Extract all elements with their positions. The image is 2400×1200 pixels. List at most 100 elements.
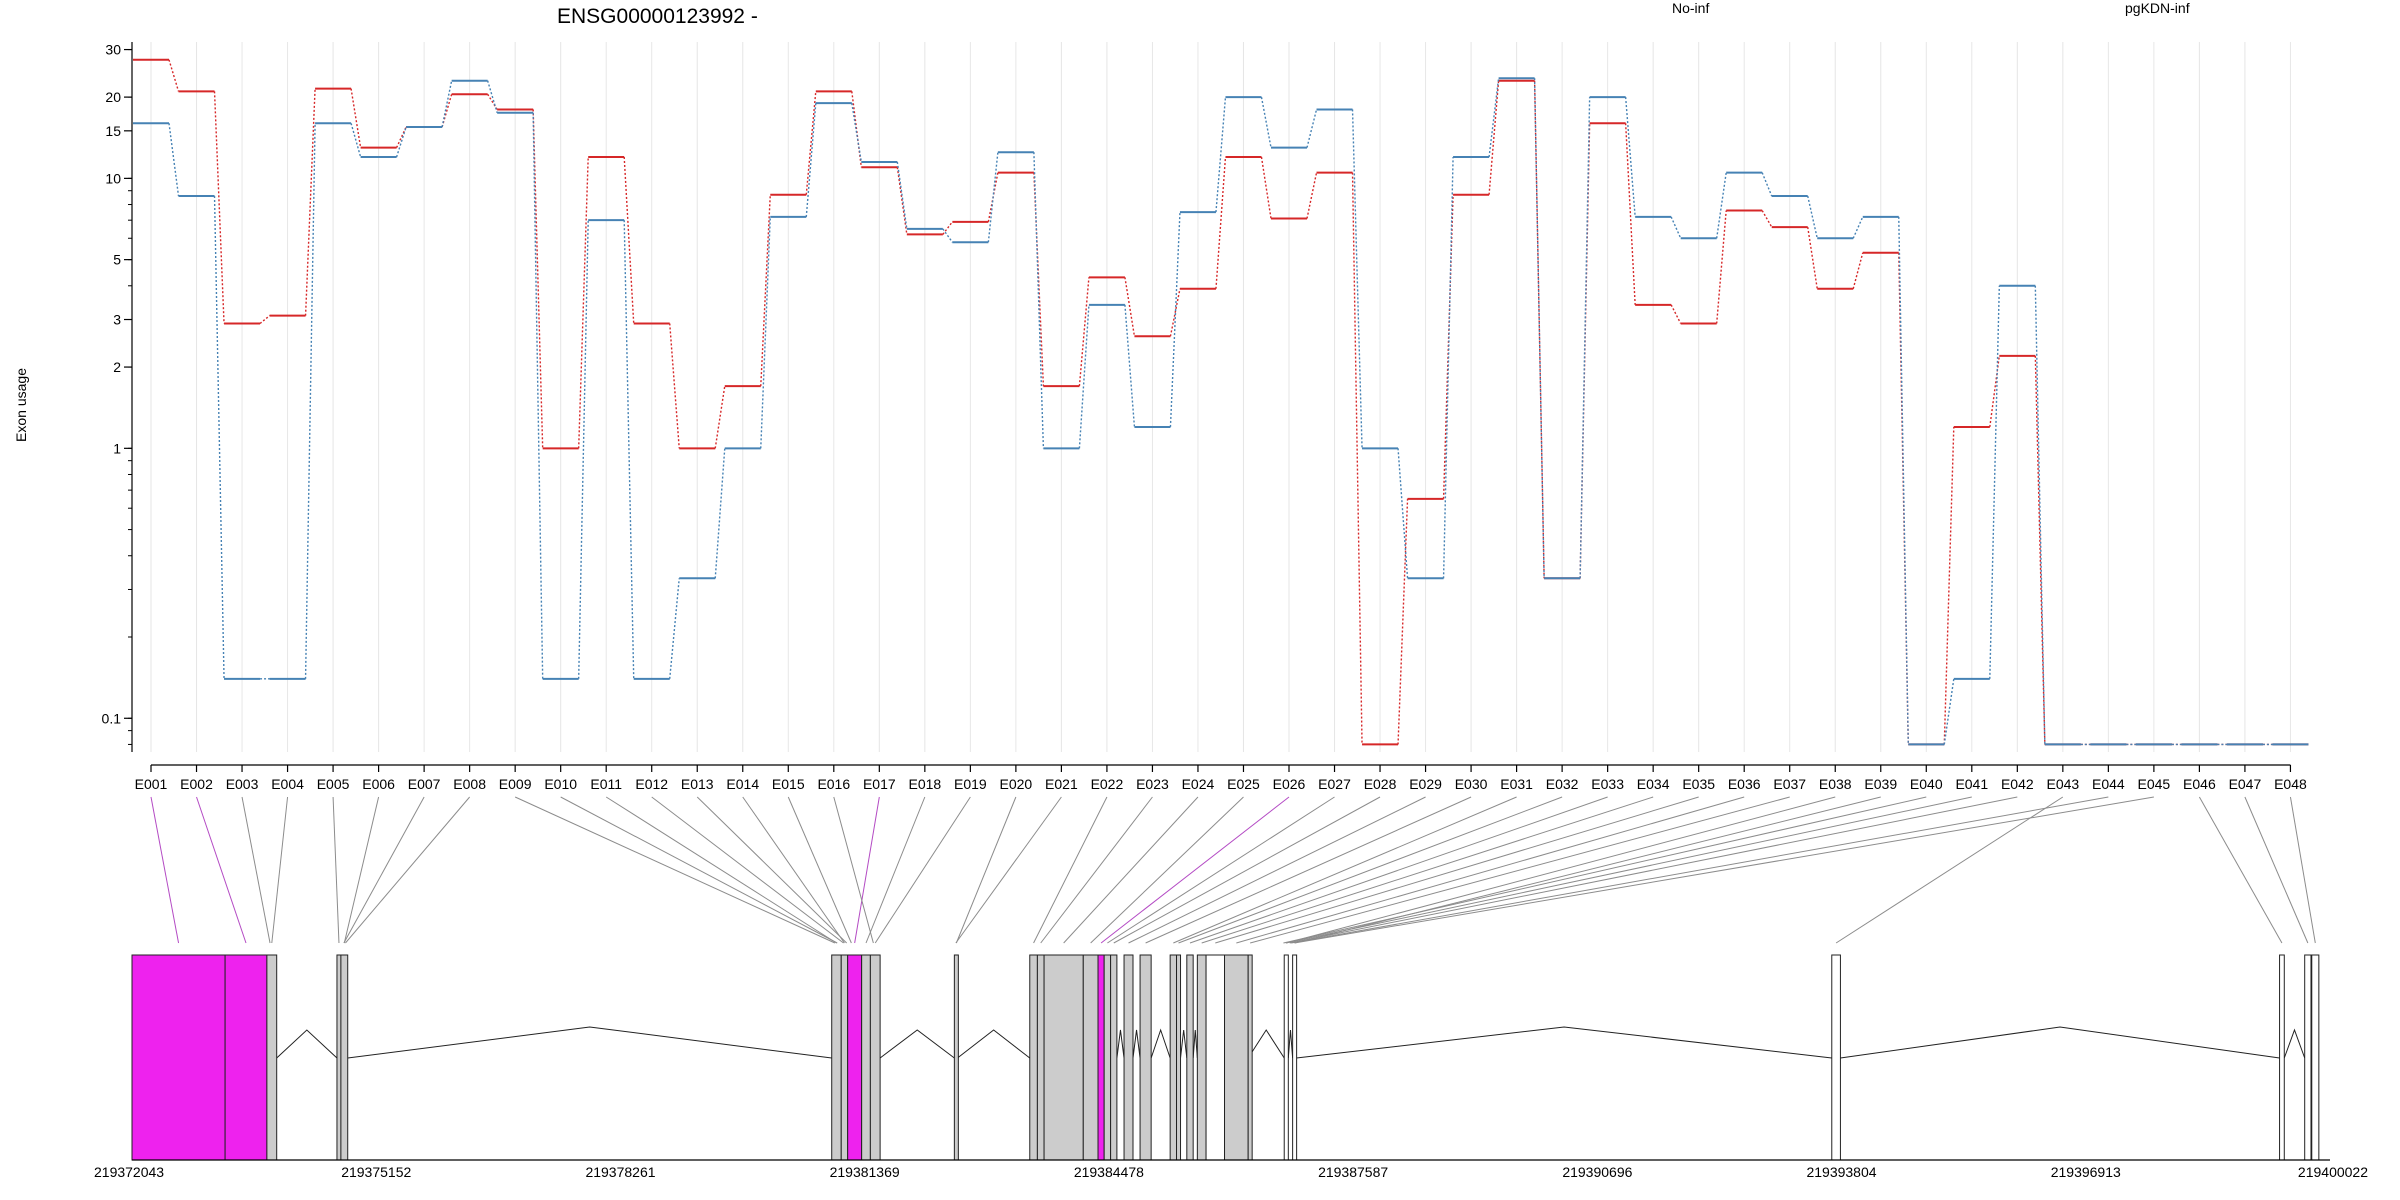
exon-connector bbox=[1294, 796, 2154, 944]
data-connector bbox=[1351, 172, 1363, 745]
intron-line bbox=[2283, 1028, 2306, 1059]
exon-block bbox=[2311, 954, 2320, 1161]
x-tick-label: E009 bbox=[499, 776, 532, 792]
exon-connector bbox=[1289, 796, 2018, 944]
x-tick-label: E010 bbox=[544, 776, 577, 792]
data-connector bbox=[1215, 156, 1227, 289]
coordinate-tick-label: 219390696 bbox=[1562, 1164, 1632, 1180]
chart-title: ENSG00000123992 - bbox=[557, 5, 758, 28]
data-connector bbox=[1306, 109, 1318, 148]
data-connector bbox=[1989, 285, 2001, 679]
y-tick-label: 30 bbox=[105, 42, 121, 58]
data-connector bbox=[577, 220, 589, 679]
data-connector bbox=[1579, 97, 1591, 579]
x-tick-label: E026 bbox=[1273, 776, 1306, 792]
data-connector bbox=[2034, 355, 2046, 745]
x-tick-label: E025 bbox=[1227, 776, 1260, 792]
exon-connector bbox=[1040, 796, 1153, 944]
intron-line bbox=[1150, 1028, 1171, 1059]
intron-line bbox=[1247, 1029, 1285, 1059]
data-connector bbox=[350, 88, 362, 148]
x-tick-label: E031 bbox=[1500, 776, 1533, 792]
data-connector bbox=[168, 123, 180, 197]
data-connector bbox=[1124, 277, 1136, 337]
intron-line bbox=[347, 1026, 832, 1059]
x-tick-label: E021 bbox=[1045, 776, 1078, 792]
y-axis: 0.1 1 2 3 5 10 15 20 30 bbox=[102, 42, 133, 752]
data-connector bbox=[1943, 426, 1955, 745]
y-tick-label: 2 bbox=[113, 359, 121, 375]
coordinate-tick-label: 219381369 bbox=[830, 1164, 900, 1180]
exon-block bbox=[2304, 954, 2312, 1161]
x-tick-label: E027 bbox=[1318, 776, 1351, 792]
x-tick-label: E035 bbox=[1682, 776, 1715, 792]
data-connector bbox=[1397, 498, 1409, 745]
exon-block bbox=[1103, 954, 1112, 1161]
vertical-gridlines bbox=[150, 42, 2291, 752]
exon-block bbox=[1169, 954, 1178, 1161]
exon-connector bbox=[1173, 796, 1517, 944]
y-axis-label: Exon usage bbox=[13, 368, 29, 442]
exon-connector bbox=[1236, 796, 1745, 944]
data-connector bbox=[1807, 226, 1818, 289]
y-tick-label: 10 bbox=[105, 170, 121, 186]
exon-block bbox=[1097, 954, 1105, 1161]
data-connector bbox=[623, 220, 635, 679]
data-connector bbox=[1852, 216, 1864, 239]
data-connector bbox=[1533, 78, 1545, 579]
exon-connector bbox=[1178, 796, 1563, 944]
exon-block bbox=[1139, 954, 1152, 1161]
data-connector bbox=[304, 123, 316, 679]
exon-block bbox=[2279, 954, 2285, 1161]
data-connector bbox=[1898, 216, 1909, 745]
x-tick-label: E037 bbox=[1773, 776, 1806, 792]
exon-block bbox=[869, 954, 881, 1161]
x-tick-label: E024 bbox=[1182, 776, 1215, 792]
data-connector bbox=[213, 91, 225, 324]
x-tick-label: E033 bbox=[1591, 776, 1624, 792]
intron-line bbox=[1840, 1026, 2280, 1059]
y-tick-label: 0.1 bbox=[102, 710, 122, 726]
intron-line bbox=[1287, 1029, 1294, 1059]
x-tick-label: E011 bbox=[590, 776, 622, 792]
data-connector bbox=[1397, 448, 1409, 579]
data-connector bbox=[577, 156, 589, 449]
data-connector bbox=[714, 386, 726, 449]
exon-block bbox=[1176, 954, 1182, 1161]
y-tick-label: 15 bbox=[105, 123, 121, 139]
x-tick-label: E016 bbox=[817, 776, 850, 792]
y-tick-label: 1 bbox=[113, 440, 121, 456]
x-tick-label: E047 bbox=[2229, 776, 2262, 792]
exon-block bbox=[131, 954, 226, 1161]
exon-connector bbox=[651, 796, 844, 944]
data-connector bbox=[1807, 195, 1818, 239]
data-connector bbox=[487, 93, 498, 110]
x-tick-label: E020 bbox=[1000, 776, 1033, 792]
legend-pgkdn-inf: pgKDN-inf bbox=[2125, 0, 2190, 16]
x-tick-label: E018 bbox=[908, 776, 941, 792]
data-connector bbox=[851, 91, 863, 168]
data-connector bbox=[1670, 216, 1682, 239]
x-tick-label: E038 bbox=[1819, 776, 1852, 792]
data-connector bbox=[2034, 285, 2046, 745]
exon-connector-lines bbox=[150, 796, 2316, 944]
coordinate-tick-label: 219372043 bbox=[94, 1164, 164, 1180]
exon-connector bbox=[1100, 796, 1290, 944]
x-tick-label: E014 bbox=[726, 776, 759, 792]
x-tick-label: E032 bbox=[1546, 776, 1579, 792]
exon-connector bbox=[1291, 796, 2109, 944]
exon-block bbox=[1123, 954, 1134, 1161]
exon-connector bbox=[241, 796, 271, 944]
data-connector bbox=[805, 91, 817, 195]
x-tick-label: E001 bbox=[135, 776, 168, 792]
exon-block bbox=[224, 954, 268, 1161]
exon-block bbox=[266, 954, 278, 1161]
intron-line bbox=[1116, 1029, 1125, 1059]
exon-connector bbox=[742, 796, 845, 944]
exon-block bbox=[1292, 954, 1298, 1161]
data-connector bbox=[259, 315, 271, 325]
data-connector bbox=[1306, 172, 1318, 219]
data-connector bbox=[669, 578, 680, 679]
intron-line bbox=[276, 1029, 338, 1059]
x-tick-label: E017 bbox=[863, 776, 896, 792]
